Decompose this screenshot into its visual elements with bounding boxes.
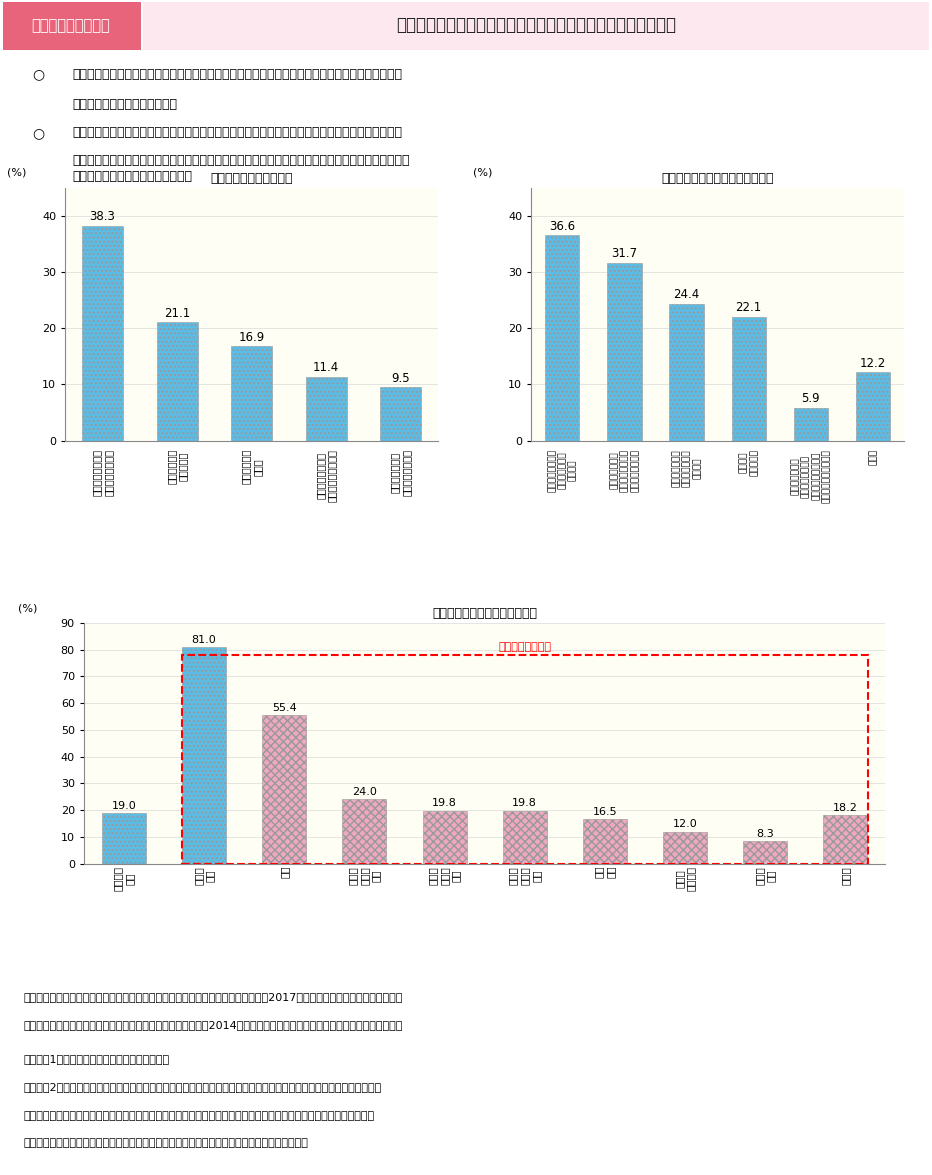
Text: 第３－（３）－４図: 第３－（３）－４図: [32, 18, 110, 33]
Text: 上司等とコミュニ
ケーションが難しい: 上司等とコミュニ ケーションが難しい: [315, 449, 337, 502]
Text: 12.2: 12.2: [860, 357, 886, 370]
Text: （注）　1）左上図、右図について、複数回答。: （注） 1）左上図、右図について、複数回答。: [23, 1054, 170, 1065]
Text: 共有情報等への
アクセスが難しい: 共有情報等への アクセスが難しい: [390, 449, 412, 496]
Text: 19.8: 19.8: [513, 799, 537, 808]
Text: した企業で各部門についてテレワークを実施していると回答した割合（複数回答）。: した企業で各部門についてテレワークを実施していると回答した割合（複数回答）。: [23, 1139, 308, 1148]
Bar: [794, 408, 828, 441]
Bar: [3, 1, 141, 51]
Text: 起因する点が多くあげられる。: 起因する点が多くあげられる。: [73, 98, 178, 110]
Text: 仕事と仕事以外の
切り分けが難しい: 仕事と仕事以外の 切り分けが難しい: [91, 449, 114, 496]
Bar: [743, 841, 788, 864]
Text: 営業: 営業: [280, 866, 289, 879]
Text: 81.0: 81.0: [192, 634, 216, 645]
Text: 販売・
サービス: 販売・ サービス: [674, 866, 696, 891]
Text: 資料出所　（独）労働政策研究・研修機構「イノベーションへの対応状況調査」（2017年）の調査票情報「情報通信機器を: 資料出所 （独）労働政策研究・研修機構「イノベーションへの対応状況調査」（201…: [23, 993, 403, 1002]
Bar: [856, 372, 890, 441]
Text: 11.4: 11.4: [313, 362, 339, 375]
Bar: [182, 646, 226, 864]
Text: テレワーク実施中の就業時間管理について、始業・終業時刻の把握、定期的な業務報告を求める企: テレワーク実施中の就業時間管理について、始業・終業時刻の把握、定期的な業務報告を…: [73, 126, 403, 139]
Text: 5.9: 5.9: [802, 392, 820, 405]
Text: 21.1: 21.1: [164, 307, 190, 320]
Text: 55.4: 55.4: [272, 703, 296, 713]
Bar: [262, 716, 307, 864]
Text: 16.5: 16.5: [593, 807, 617, 818]
Bar: [231, 345, 272, 441]
Bar: [143, 1, 929, 51]
Text: 2）左下図について、テレワークを実施していると回答した企業でテレワークを実施している部門が「すべての: 2）左下図について、テレワークを実施していると回答した企業でテレワークを実施して…: [23, 1082, 381, 1092]
Text: 情報通信機器を
利用して常時通信
可能な状態にある: 情報通信機器を 利用して常時通信 可能な状態にある: [610, 449, 639, 492]
Bar: [342, 799, 387, 864]
Text: ○: ○: [33, 126, 45, 140]
Text: 業が多いが、一方で特に何もしていない企業も相当程度ある。また、すべての部門でテレワークを実: 業が多いが、一方で特に何もしていない企業も相当程度ある。また、すべての部門でテレ…: [73, 154, 410, 167]
Title: テレワーク実施中の就業時間管理: テレワーク実施中の就業時間管理: [662, 173, 774, 186]
Bar: [823, 815, 868, 864]
Text: 企画・
調査・
広報: 企画・ 調査・ 広報: [508, 866, 541, 885]
Text: 24.0: 24.0: [352, 787, 377, 798]
Text: 一部の部門の内訳: 一部の部門の内訳: [499, 643, 551, 652]
Bar: [608, 263, 641, 441]
Text: 部門」（又は「一部の部門」）と回答した割合。赤枠は「一部の部門」でテレワークを実施していると回答: 部門」（又は「一部の部門」）と回答した割合。赤枠は「一部の部門」でテレワークを実…: [23, 1110, 375, 1121]
Text: 利用した多様な働き方の実態に関する調査結果」（2014年）をもとに厚生労働省労働政策担当参事官室にて作成: 利用した多様な働き方の実態に関する調査結果」（2014年）をもとに厚生労働省労働…: [23, 1020, 403, 1029]
Text: 38.3: 38.3: [89, 210, 116, 223]
Bar: [102, 813, 146, 864]
Text: 19.8: 19.8: [432, 799, 457, 808]
Bar: [182, 654, 868, 864]
Bar: [502, 811, 547, 864]
Y-axis label: (%): (%): [18, 603, 37, 613]
Text: 36.6: 36.6: [549, 220, 575, 233]
Text: その他: その他: [841, 866, 850, 885]
Bar: [380, 388, 421, 441]
Bar: [82, 226, 123, 441]
Text: 仕事の評価が
難しい: 仕事の評価が 難しい: [240, 449, 263, 484]
Bar: [306, 377, 347, 441]
Bar: [582, 819, 627, 864]
Text: 始業・終業時刻を
電メールなどで
報告する: 始業・終業時刻を 電メールなどで 報告する: [547, 449, 577, 492]
Bar: [157, 322, 198, 441]
Y-axis label: (%): (%): [473, 168, 492, 177]
Text: 18.2: 18.2: [833, 803, 857, 813]
Text: 一部の
部門: 一部の 部門: [193, 866, 215, 885]
Text: 長時間労働に
なりやすい: 長時間労働に なりやすい: [166, 449, 188, 484]
Text: 8.3: 8.3: [756, 830, 774, 839]
Text: 特に何も
していない: 特に何も していない: [739, 449, 759, 476]
Bar: [545, 235, 580, 441]
Y-axis label: (%): (%): [7, 168, 26, 177]
Bar: [663, 832, 707, 864]
Title: テレワークのデメリット: テレワークのデメリット: [211, 173, 293, 186]
Text: ○: ○: [33, 68, 45, 82]
Text: 家事等のために
業務を中断する場
合に電話や電メール
などで管理者に伝える: 家事等のために 業務を中断する場 合に電話や電メール などで管理者に伝える: [790, 449, 831, 503]
Text: 9.5: 9.5: [391, 372, 410, 385]
Bar: [732, 316, 766, 441]
Text: 31.7: 31.7: [611, 248, 637, 261]
Text: 24.4: 24.4: [674, 288, 700, 302]
Text: テレワークのデメリットをみると、仕事と仕事以外の切り分けが難しいなど、職場にいないことに: テレワークのデメリットをみると、仕事と仕事以外の切り分けが難しいなど、職場にいな…: [73, 68, 403, 81]
Text: その他: その他: [869, 449, 877, 465]
Text: 16.9: 16.9: [239, 330, 265, 343]
Text: 12.0: 12.0: [673, 819, 697, 830]
Text: 経理・
会計: 経理・ 会計: [754, 866, 776, 885]
Text: 一定時間ごとに
業務報告などで
報告する: 一定時間ごとに 業務報告などで 報告する: [672, 449, 702, 486]
Text: 施している企業は２割にすぎない。: 施している企業は２割にすぎない。: [73, 170, 193, 183]
Text: 人事・
労務・
総務: 人事・ 労務・ 総務: [348, 866, 381, 885]
Text: テレワークのデメリット・就業時間管理・部門別実施者の割合: テレワークのデメリット・就業時間管理・部門別実施者の割合: [396, 16, 676, 34]
Text: 22.1: 22.1: [735, 301, 761, 314]
Text: 19.0: 19.0: [112, 800, 136, 811]
Text: 情報
処理: 情報 処理: [594, 866, 616, 879]
Bar: [422, 811, 467, 864]
Text: すべての
部門: すべての 部門: [113, 866, 135, 891]
Title: 部門別テレワーク実施者の割合: 部門別テレワーク実施者の割合: [432, 607, 537, 620]
Bar: [669, 303, 704, 441]
Text: 研究・
開発・
設計: 研究・ 開発・ 設計: [428, 866, 461, 885]
